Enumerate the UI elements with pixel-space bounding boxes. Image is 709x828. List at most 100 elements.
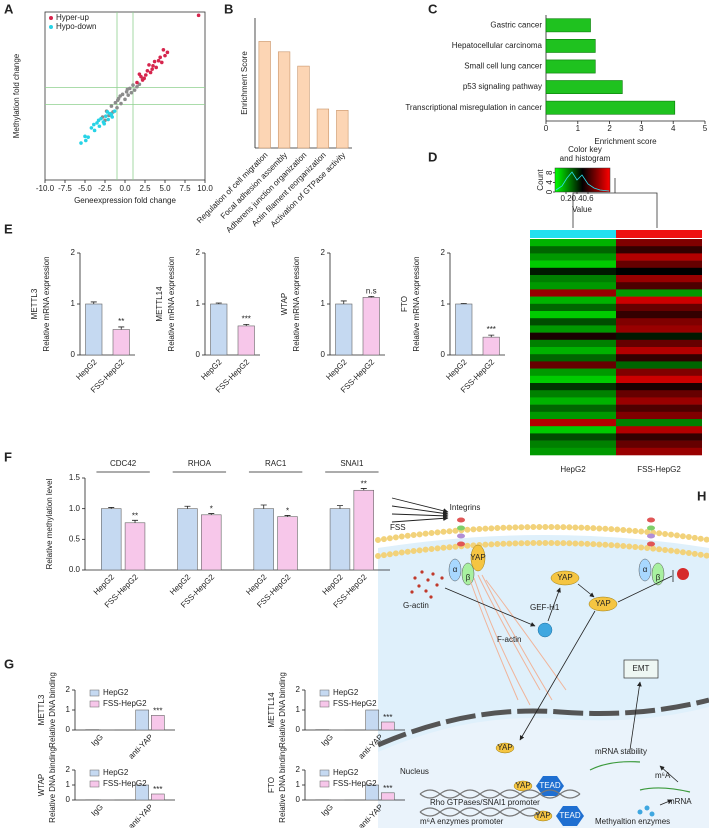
error-bar <box>340 300 347 304</box>
heatmap-cell <box>616 440 702 449</box>
key-title: and histogram <box>560 154 611 163</box>
error-bar <box>208 513 215 515</box>
significance: *** <box>153 785 162 794</box>
y-tick-label: 0 <box>296 725 301 734</box>
panel-label: F <box>4 449 12 464</box>
heatmap-cell <box>616 289 702 297</box>
x-axis-label: Geneexpression fold change <box>74 196 176 205</box>
y-axis-label: Relative mRNA expression <box>167 256 176 351</box>
point <box>83 134 87 139</box>
key-y-label: Count <box>536 169 545 191</box>
legend-swatch <box>89 769 100 777</box>
x-tick-label: IgG <box>89 803 104 818</box>
bar <box>277 51 291 149</box>
point <box>151 63 155 68</box>
point <box>118 94 122 98</box>
point <box>160 60 164 65</box>
y-tick-label: 0 <box>66 725 71 734</box>
y-tick-label: Small cell lung cancer <box>464 62 542 71</box>
error-bar <box>90 301 97 304</box>
bar <box>135 784 149 801</box>
legend-swatch <box>319 700 330 708</box>
heatmap-cell <box>530 419 616 427</box>
point <box>144 73 148 77</box>
heatmap-cell <box>530 275 616 283</box>
point <box>165 50 170 55</box>
error-bar <box>368 295 375 298</box>
heatmap-cell <box>530 433 616 441</box>
point <box>156 58 161 63</box>
y-axis-label: Relative mRNA expression <box>292 256 301 351</box>
x-tick-label: HepG2 <box>444 357 469 382</box>
mrna-stability-label: mRNA stability <box>595 747 647 756</box>
error-bar <box>215 302 222 304</box>
x-tick-label: 7.5 <box>179 184 191 193</box>
heatmap-cell <box>616 296 702 305</box>
x-tick-label: IgG <box>319 803 334 818</box>
x-tick-label: 10.0 <box>197 184 213 193</box>
heatmap-cell <box>530 282 616 290</box>
point <box>148 70 153 75</box>
heatmap-cell <box>530 318 616 326</box>
y-tick-label: 2 <box>196 248 201 257</box>
bar <box>380 792 395 801</box>
heatmap-cell <box>616 390 702 398</box>
heatmap-cell <box>530 426 616 434</box>
y-tick-label: 1 <box>296 705 301 714</box>
legend-label: Hypo-down <box>56 22 96 31</box>
heatmap-cell <box>530 267 616 276</box>
point <box>86 135 90 139</box>
error-bar <box>260 504 267 509</box>
heatmap-cell <box>530 289 616 297</box>
bar <box>362 297 380 356</box>
m6a-label: m⁶A <box>655 771 671 780</box>
legend-swatch <box>319 780 330 788</box>
bar <box>365 784 380 801</box>
legend-swatch <box>49 16 53 20</box>
heatmap-cell <box>616 339 702 348</box>
chart-title: WTAP <box>280 293 289 316</box>
x-tick-label: HepG2 <box>324 357 349 382</box>
heatmap-cell <box>616 303 702 312</box>
key-x-label: Value <box>572 205 592 214</box>
point <box>126 93 130 97</box>
y-tick-label: Hepatocellular carcinoma <box>452 41 543 50</box>
error-bar <box>360 488 367 491</box>
heatmap-cell <box>530 354 616 362</box>
bar <box>365 709 380 731</box>
heatmap-cell <box>616 332 702 341</box>
heatmap-cell <box>616 411 702 420</box>
x-tick-label: Adherens junction organization <box>224 151 308 235</box>
point <box>84 138 88 143</box>
bar <box>545 59 596 74</box>
y-tick-label: 0.5 <box>69 534 81 543</box>
heatmap-cell <box>530 375 616 384</box>
bar <box>545 39 596 53</box>
legend-swatch <box>319 689 330 697</box>
legend-label: HepG2 <box>333 688 359 697</box>
y-tick-label: 2 <box>321 248 326 257</box>
bar <box>277 516 298 571</box>
heatmap-cell <box>530 368 616 377</box>
y-tick-label: 0 <box>441 350 446 359</box>
significance: * <box>210 505 213 514</box>
heatmap-cell <box>616 311 702 319</box>
error-bar <box>184 505 191 509</box>
point <box>196 13 201 18</box>
y-tick-label: 0 <box>66 795 71 804</box>
group-color-bar <box>616 230 702 238</box>
chart-title: METTL3 <box>30 288 39 319</box>
key-tick-label: 0.2 <box>560 194 572 203</box>
bar <box>545 18 591 33</box>
point <box>79 141 83 145</box>
panel-label: C <box>428 1 438 16</box>
heatmap-cell <box>530 404 616 413</box>
x-tick-label: 2.5 <box>139 184 151 193</box>
yap-label: YAP <box>557 573 572 582</box>
heatmap-cell <box>530 411 616 420</box>
heatmap-cell <box>616 354 702 362</box>
heatmap-cell <box>616 447 702 456</box>
bar <box>151 715 165 731</box>
heatmap-cell <box>616 318 702 326</box>
bar <box>258 41 271 149</box>
